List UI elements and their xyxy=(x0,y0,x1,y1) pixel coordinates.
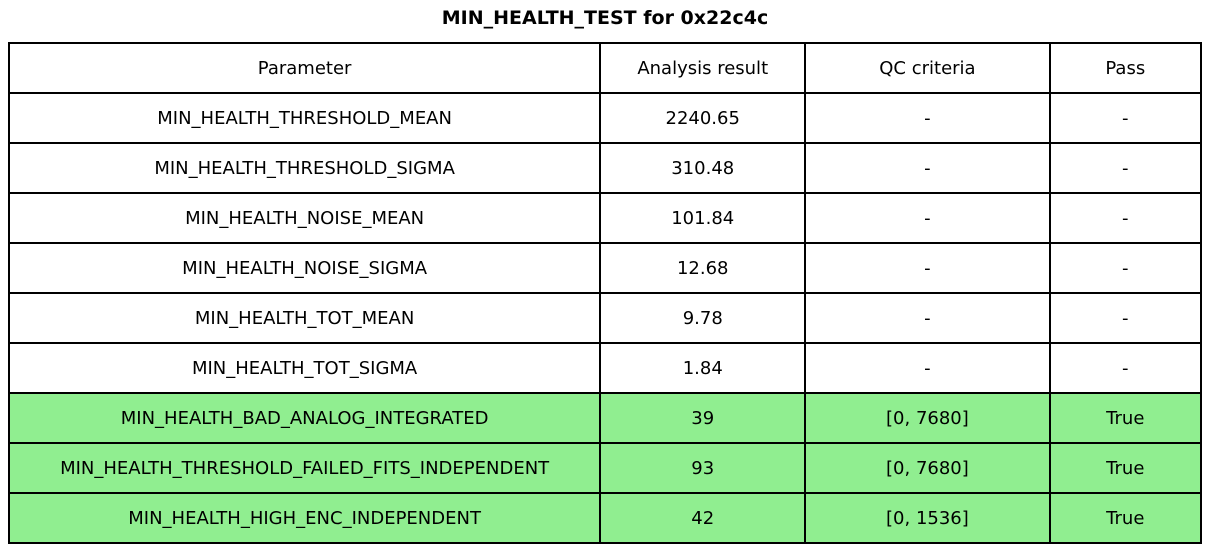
cell-parameter: MIN_HEALTH_THRESHOLD_MEAN xyxy=(7,92,602,144)
cell-parameter: MIN_HEALTH_BAD_ANALOG_INTEGRATED xyxy=(7,392,602,444)
table-row: MIN_HEALTH_NOISE_SIGMA 12.68- - xyxy=(7,242,1203,294)
cell-parameter: MIN_HEALTH_THRESHOLD_FAILED_FITS_INDEPEN… xyxy=(7,442,602,494)
cell-qc: - xyxy=(804,342,1051,394)
cell-parameter: MIN_HEALTH_TOT_SIGMA xyxy=(7,342,602,394)
cell-result: 42 xyxy=(599,492,807,544)
cell-qc: - xyxy=(804,192,1051,244)
table-row: MIN_HEALTH_TOT_MEAN 9.78- - xyxy=(7,292,1203,344)
cell-pass: - xyxy=(1048,92,1203,144)
cell-result: 2240.65 xyxy=(599,92,807,144)
header-row: Parameter Analysis result QC criteria Pass xyxy=(7,42,1203,94)
cell-parameter: MIN_HEALTH_THRESHOLD_SIGMA xyxy=(7,142,602,194)
cell-result: 101.84 xyxy=(599,192,807,244)
cell-qc: [0, 7680] xyxy=(804,442,1051,494)
cell-qc: - xyxy=(804,142,1051,194)
cell-result: 310.48 xyxy=(599,142,807,194)
cell-pass: - xyxy=(1048,342,1203,394)
cell-pass: True xyxy=(1048,392,1203,444)
column-header: Parameter xyxy=(7,42,602,94)
cell-result: 12.68 xyxy=(599,242,807,294)
cell-qc: - xyxy=(804,92,1051,144)
table-row: MIN_HEALTH_HIGH_ENC_INDEPENDENT 42 [0, 153… xyxy=(7,492,1203,544)
table-row: MIN_HEALTH_THRESHOLD_SIGMA 310.48- - xyxy=(7,142,1203,194)
column-header: Analysis result xyxy=(599,42,807,94)
table-row: MIN_HEALTH_THRESHOLD_FAILED_FITS_INDEPEN… xyxy=(7,442,1203,494)
cell-parameter: MIN_HEALTH_NOISE_SIGMA xyxy=(7,242,602,294)
cell-result: 93 xyxy=(599,442,807,494)
cell-pass: True xyxy=(1048,492,1203,544)
cell-result: 9.78 xyxy=(599,292,807,344)
cell-qc: [0, 1536] xyxy=(804,492,1051,544)
column-header: QC criteria xyxy=(804,42,1051,94)
cell-qc: - xyxy=(804,292,1051,344)
cell-pass: - xyxy=(1048,242,1203,294)
table-row: MIN_HEALTH_TOT_SIGMA 1.84- - xyxy=(7,342,1203,394)
cell-parameter: MIN_HEALTH_NOISE_MEAN xyxy=(7,192,602,244)
cell-pass: - xyxy=(1048,292,1203,344)
cell-pass: - xyxy=(1048,192,1203,244)
table-row: MIN_HEALTH_NOISE_MEAN 101.84- - xyxy=(7,192,1203,244)
cell-result: 1.84 xyxy=(599,342,807,394)
column-header: Pass xyxy=(1048,42,1203,94)
table-row: MIN_HEALTH_THRESHOLD_MEAN 2240.65- - xyxy=(7,92,1203,144)
cell-parameter: MIN_HEALTH_TOT_MEAN xyxy=(7,292,602,344)
table-row: MIN_HEALTH_BAD_ANALOG_INTEGRATED 39 [0, 76… xyxy=(7,392,1203,444)
qc-results-table: Parameter Analysis result QC criteria Pass … xyxy=(7,42,1203,544)
page-title: MIN_HEALTH_TEST for 0x22c4c xyxy=(441,7,769,29)
cell-qc: [0, 7680] xyxy=(804,392,1051,444)
cell-parameter: MIN_HEALTH_HIGH_ENC_INDEPENDENT xyxy=(7,492,602,544)
cell-pass: True xyxy=(1048,442,1203,494)
cell-pass: - xyxy=(1048,142,1203,194)
cell-result: 39 xyxy=(599,392,807,444)
cell-qc: - xyxy=(804,242,1051,294)
